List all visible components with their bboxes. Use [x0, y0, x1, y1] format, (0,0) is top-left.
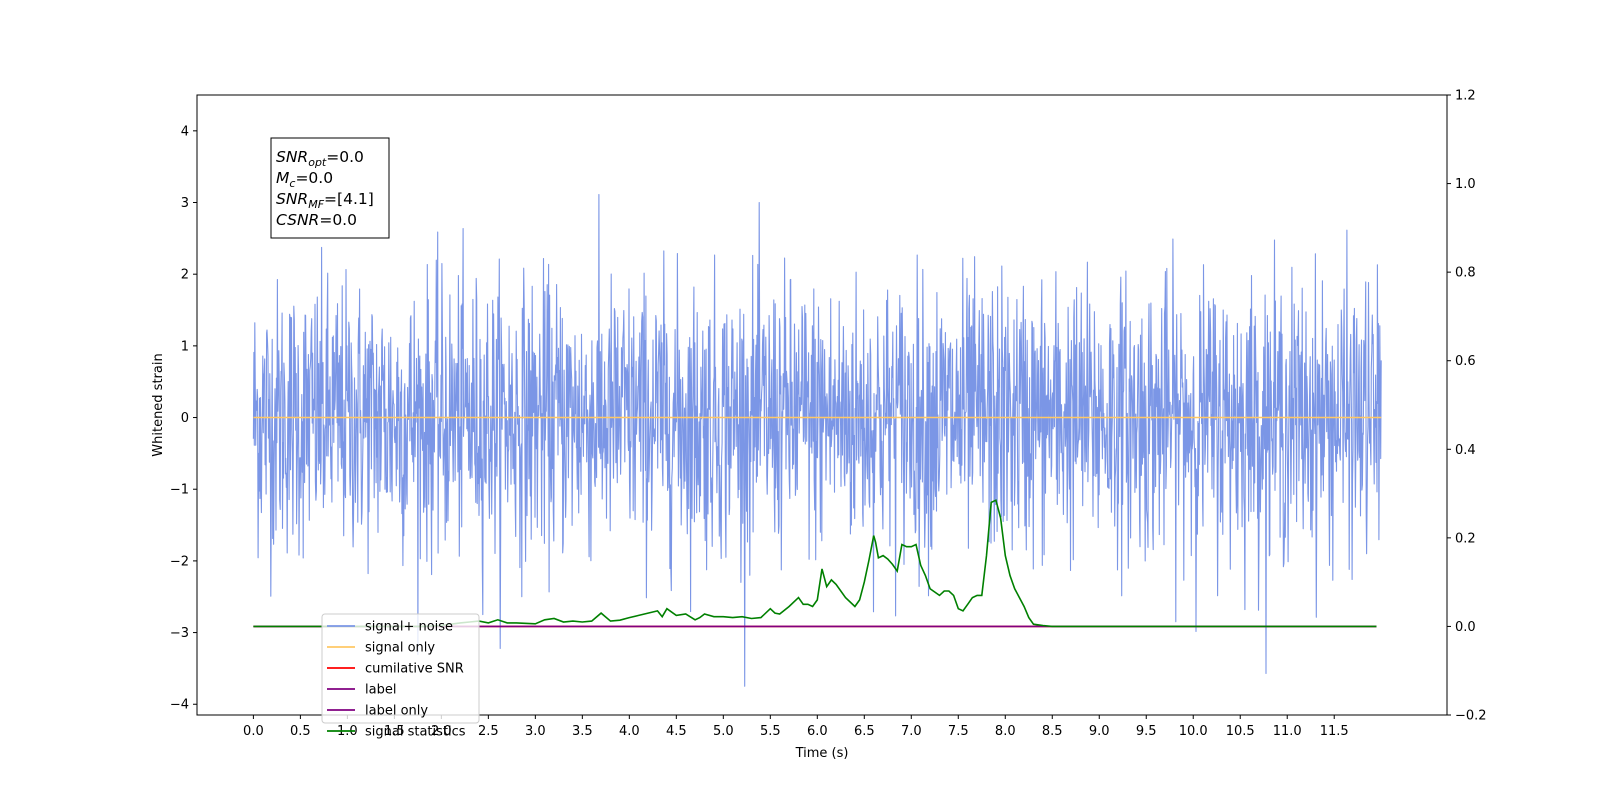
- y2-tick-label: 0.2: [1455, 531, 1476, 546]
- x-tick-label: 8.5: [1042, 724, 1063, 739]
- x-tick-label: 10.0: [1179, 724, 1208, 739]
- legend-label: label only: [365, 704, 428, 719]
- info-box-frame: [270, 137, 390, 239]
- info-line: CSNR=0.0: [276, 211, 357, 229]
- signal-statistics-line: [253, 499, 1377, 628]
- x-tick-label: 6.0: [807, 724, 828, 739]
- y-tick-label: −4: [170, 698, 189, 713]
- legend: signal+ noise signal only cumilative SNR la…: [321, 613, 480, 740]
- info-line: SNRMF=[4.1]: [276, 190, 374, 211]
- x-tick-label: 9.0: [1089, 724, 1110, 739]
- y-tick-label: −1: [170, 483, 189, 498]
- y2-tick-label: 1.0: [1455, 177, 1476, 192]
- x-tick-label: 8.0: [995, 724, 1016, 739]
- x-tick-label: 3.0: [525, 724, 546, 739]
- x-tick-label: 2.5: [478, 724, 499, 739]
- x-tick-label: 4.5: [666, 724, 687, 739]
- legend-label: signal statistics: [365, 725, 466, 740]
- y2-tick-label: 0.0: [1455, 620, 1476, 635]
- x-tick-label: 2.0: [431, 724, 452, 739]
- x-tick-label: 7.0: [901, 724, 922, 739]
- legend-label: cumilative SNR: [365, 662, 464, 677]
- x-tick-label: 7.5: [948, 724, 969, 739]
- x-axis: 0.0 0.5 1.0 1.5 2.0 2.5 3.0 3.5 4.0 4.5 5.0 5.5 6.0 6…: [243, 715, 1349, 739]
- y-tick-label: 2: [181, 268, 189, 283]
- y-tick-label: −3: [170, 626, 189, 641]
- legend-label: signal+ noise: [365, 620, 453, 635]
- y2-tick-label: 0.4: [1455, 443, 1476, 458]
- info-line: Mc=0.0: [276, 169, 333, 190]
- x-tick-label: 6.5: [854, 724, 875, 739]
- x-tick-label: 3.5: [572, 724, 593, 739]
- x-tick-label: 11.5: [1320, 724, 1349, 739]
- y-tick-label: 3: [181, 196, 189, 211]
- x-axis-label: Time (s): [795, 746, 849, 761]
- y-tick-label: 0: [181, 411, 189, 426]
- x-tick-label: 9.5: [1136, 724, 1157, 739]
- x-tick-label: 11.0: [1273, 724, 1302, 739]
- info-line: SNRopt=0.0: [276, 148, 364, 169]
- x-tick-label: 10.5: [1226, 724, 1255, 739]
- y-axis-label: Whitened strain: [151, 353, 166, 456]
- x-tick-label: 1.5: [384, 724, 405, 739]
- plot-frame: [196, 94, 1448, 716]
- legend-frame: [321, 613, 480, 724]
- y-axis-right: −0.2 0.0 0.2 0.4 0.6 0.8 1.0 1.2: [1447, 89, 1487, 724]
- x-tick-label: 5.5: [760, 724, 781, 739]
- x-tick-label: 4.0: [619, 724, 640, 739]
- y-tick-label: 4: [181, 124, 189, 139]
- y-tick-label: −2: [170, 554, 189, 569]
- legend-label: label: [365, 683, 396, 698]
- x-tick-label: 5.0: [713, 724, 734, 739]
- y-axis-left: −4 −3 −2 −1 0 1 2 3 4: [170, 124, 197, 713]
- x-tick-label: 0.0: [243, 724, 264, 739]
- y2-tick-label: 0.8: [1455, 266, 1476, 281]
- signal-noise-line: [252, 193, 1382, 687]
- y2-tick-label: −0.2: [1455, 709, 1487, 724]
- y2-tick-label: 0.6: [1455, 354, 1476, 369]
- y2-tick-label: 1.2: [1455, 89, 1476, 104]
- x-tick-label: 0.5: [290, 724, 311, 739]
- legend-label: signal only: [365, 641, 435, 656]
- noise-series: [252, 193, 1382, 687]
- y-tick-label: 1: [181, 339, 189, 354]
